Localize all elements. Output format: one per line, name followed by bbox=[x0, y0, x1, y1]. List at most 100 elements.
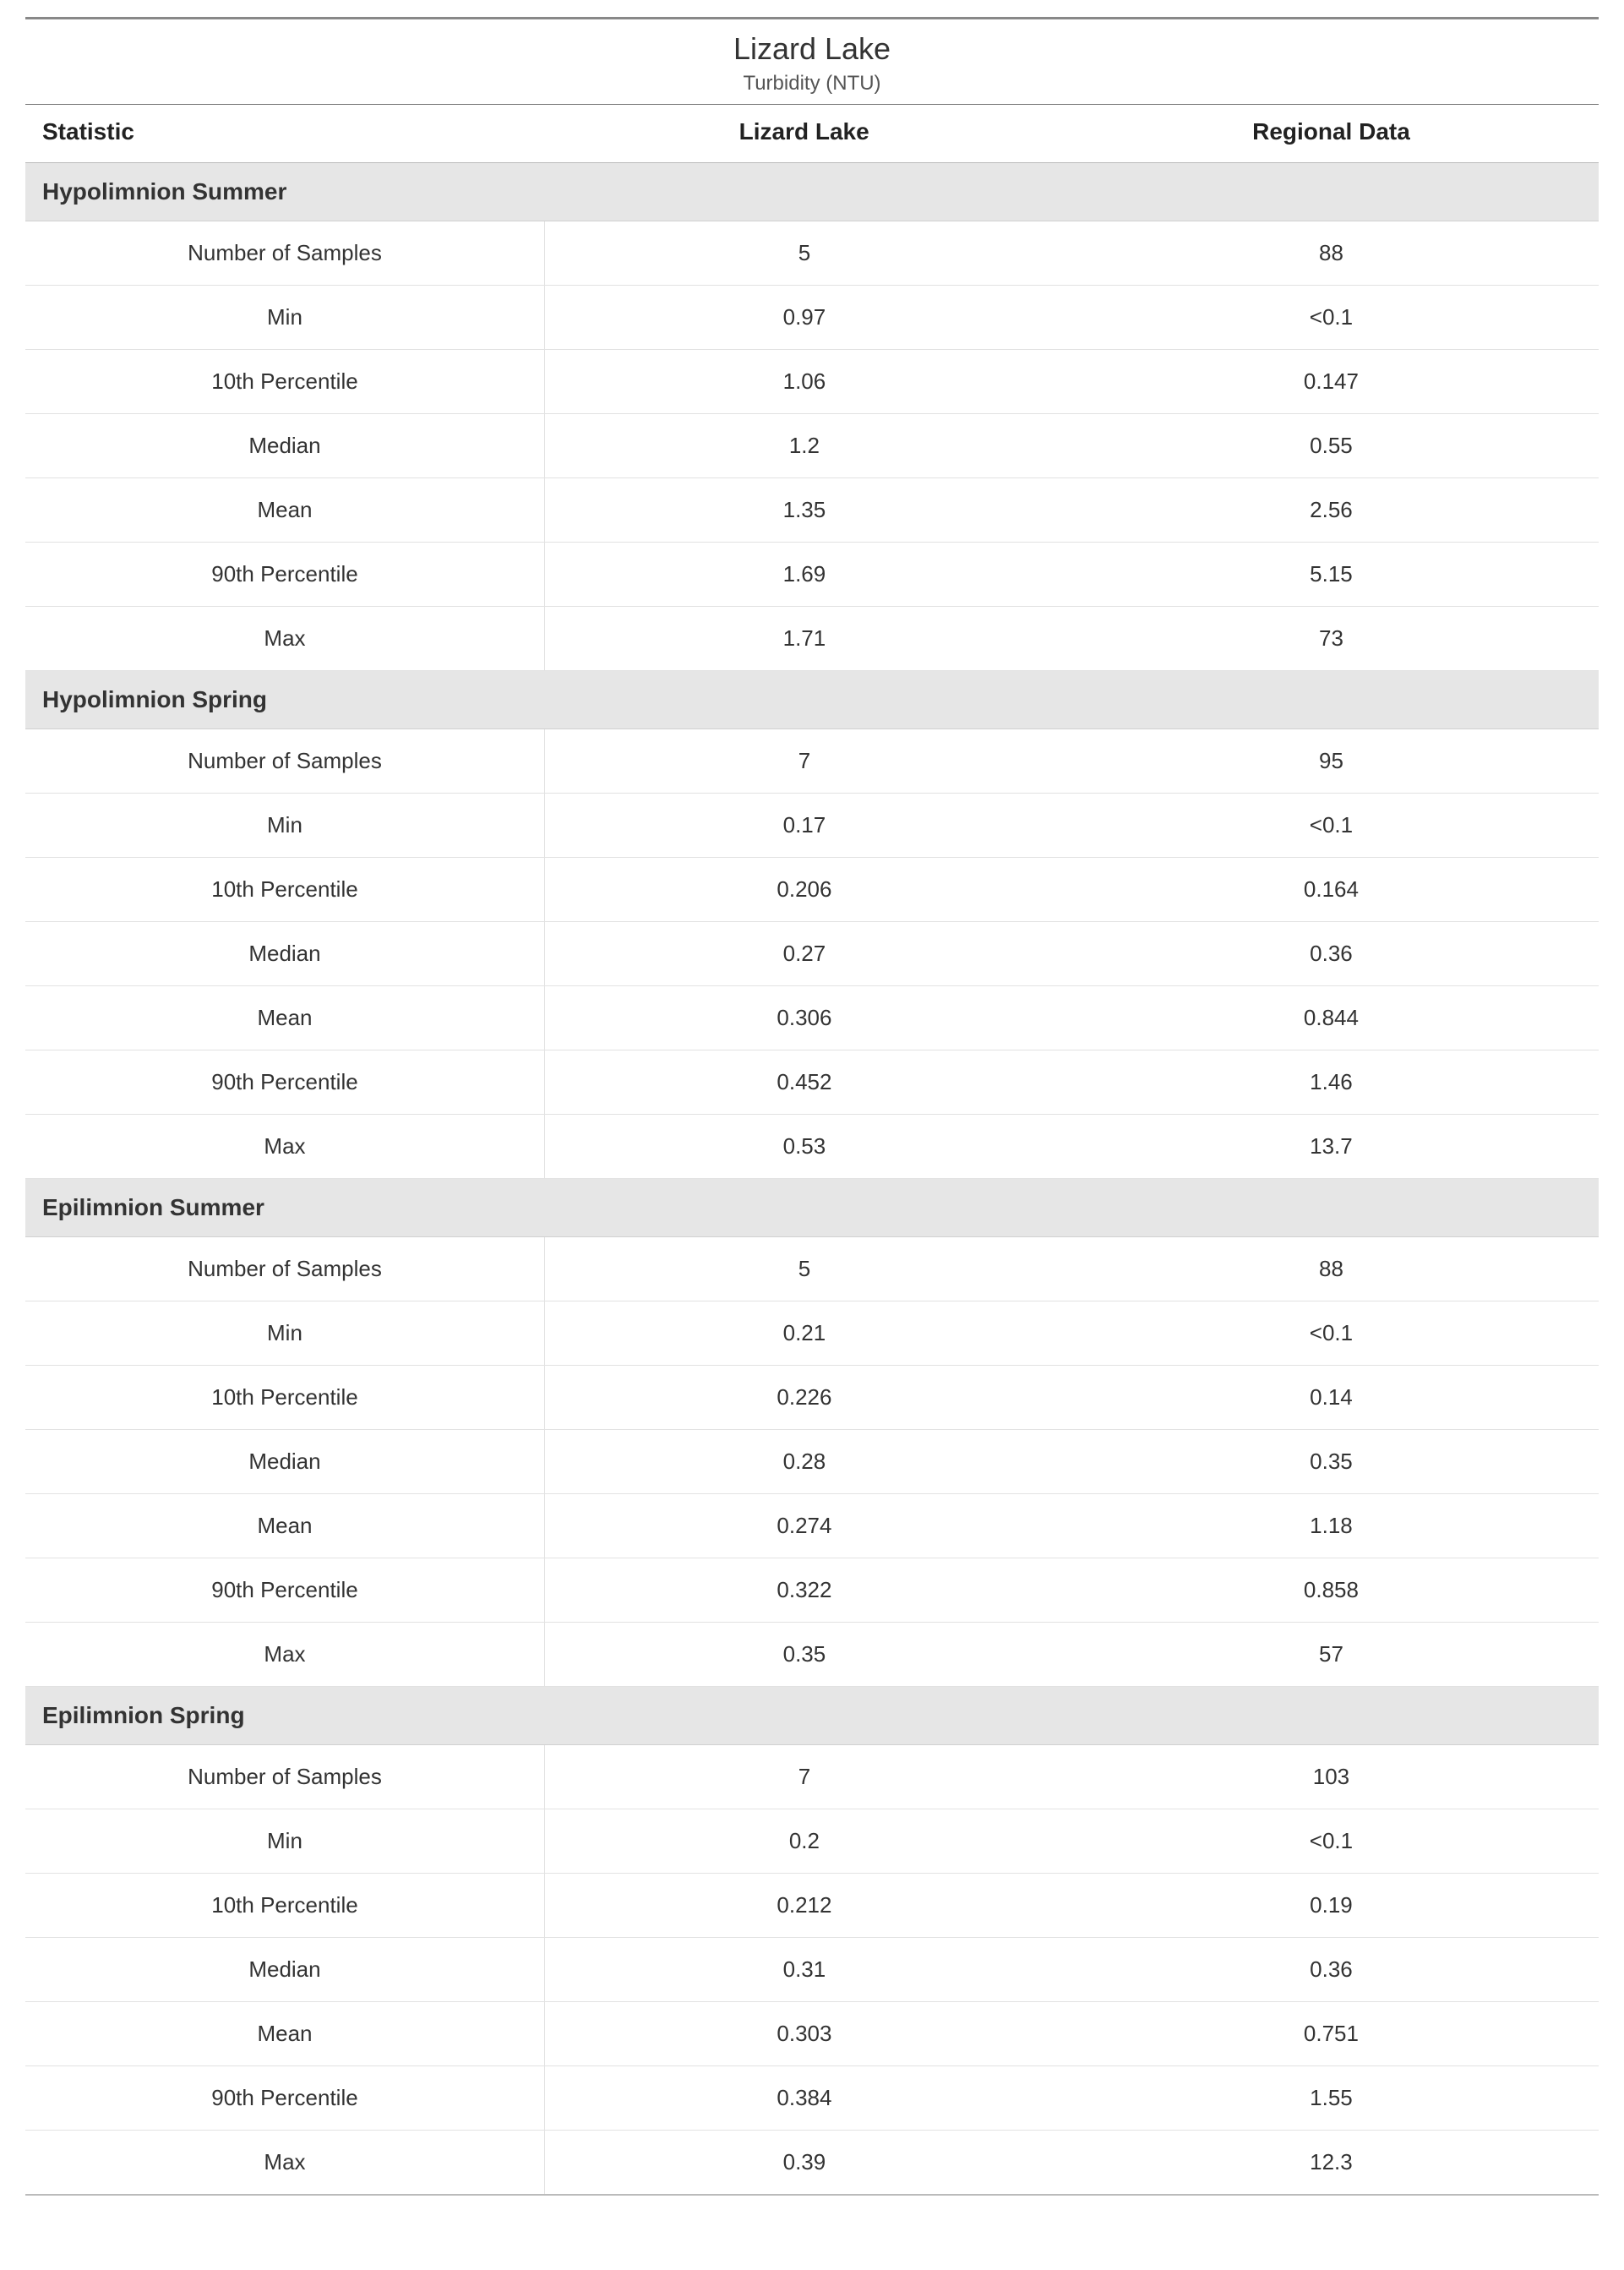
value-regional: 103 bbox=[1064, 1745, 1599, 1809]
table-row: Max0.5313.7 bbox=[25, 1115, 1599, 1179]
table-row: Number of Samples795 bbox=[25, 729, 1599, 794]
col-statistic: Statistic bbox=[25, 105, 544, 163]
report-subtitle: Turbidity (NTU) bbox=[25, 72, 1599, 95]
stat-name: Max bbox=[25, 607, 544, 671]
table-row: Median1.20.55 bbox=[25, 414, 1599, 478]
table-row: 90th Percentile0.4521.46 bbox=[25, 1050, 1599, 1115]
value-regional: 5.15 bbox=[1064, 543, 1599, 607]
table-row: 90th Percentile1.695.15 bbox=[25, 543, 1599, 607]
table-body: Hypolimnion SummerNumber of Samples588Mi… bbox=[25, 163, 1599, 2196]
stat-name: 10th Percentile bbox=[25, 1874, 544, 1938]
value-lizard-lake: 0.384 bbox=[544, 2066, 1063, 2131]
table-row: Min0.17<0.1 bbox=[25, 794, 1599, 858]
value-lizard-lake: 0.17 bbox=[544, 794, 1063, 858]
table-row: Max1.7173 bbox=[25, 607, 1599, 671]
stat-name: Number of Samples bbox=[25, 729, 544, 794]
value-regional: 88 bbox=[1064, 1237, 1599, 1301]
table-row: Min0.21<0.1 bbox=[25, 1301, 1599, 1366]
table-row: Number of Samples588 bbox=[25, 221, 1599, 286]
section-name: Epilimnion Summer bbox=[25, 1179, 1599, 1237]
stat-name: Median bbox=[25, 1430, 544, 1494]
value-lizard-lake: 0.28 bbox=[544, 1430, 1063, 1494]
stat-name: 10th Percentile bbox=[25, 350, 544, 414]
value-lizard-lake: 0.306 bbox=[544, 986, 1063, 1050]
value-lizard-lake: 0.21 bbox=[544, 1301, 1063, 1366]
table-row: Number of Samples7103 bbox=[25, 1745, 1599, 1809]
value-regional: 57 bbox=[1064, 1623, 1599, 1687]
value-lizard-lake: 0.27 bbox=[544, 922, 1063, 986]
section-header: Epilimnion Spring bbox=[25, 1687, 1599, 1745]
table-row: Min0.97<0.1 bbox=[25, 286, 1599, 350]
stat-name: Mean bbox=[25, 1494, 544, 1558]
value-lizard-lake: 0.274 bbox=[544, 1494, 1063, 1558]
value-lizard-lake: 1.2 bbox=[544, 414, 1063, 478]
table-row: Median0.280.35 bbox=[25, 1430, 1599, 1494]
stat-name: 90th Percentile bbox=[25, 543, 544, 607]
stat-name: Median bbox=[25, 922, 544, 986]
value-regional: 0.35 bbox=[1064, 1430, 1599, 1494]
stat-name: Median bbox=[25, 1938, 544, 2002]
value-regional: 73 bbox=[1064, 607, 1599, 671]
value-regional: 95 bbox=[1064, 729, 1599, 794]
value-regional: 0.844 bbox=[1064, 986, 1599, 1050]
value-lizard-lake: 0.206 bbox=[544, 858, 1063, 922]
report-container: Lizard Lake Turbidity (NTU) Statistic Li… bbox=[0, 0, 1624, 2213]
value-lizard-lake: 1.71 bbox=[544, 607, 1063, 671]
value-lizard-lake: 1.06 bbox=[544, 350, 1063, 414]
stat-name: Number of Samples bbox=[25, 221, 544, 286]
table-row: Median0.270.36 bbox=[25, 922, 1599, 986]
stat-name: Min bbox=[25, 1809, 544, 1874]
stat-name: Min bbox=[25, 1301, 544, 1366]
value-regional: <0.1 bbox=[1064, 1301, 1599, 1366]
stat-name: Min bbox=[25, 794, 544, 858]
value-lizard-lake: 0.31 bbox=[544, 1938, 1063, 2002]
value-regional: 0.751 bbox=[1064, 2002, 1599, 2066]
table-row: 10th Percentile1.060.147 bbox=[25, 350, 1599, 414]
table-row: 10th Percentile0.2260.14 bbox=[25, 1366, 1599, 1430]
value-regional: 0.55 bbox=[1064, 414, 1599, 478]
value-lizard-lake: 5 bbox=[544, 1237, 1063, 1301]
col-regional-data: Regional Data bbox=[1064, 105, 1599, 163]
value-regional: 0.14 bbox=[1064, 1366, 1599, 1430]
value-regional: 1.18 bbox=[1064, 1494, 1599, 1558]
value-lizard-lake: 0.53 bbox=[544, 1115, 1063, 1179]
value-regional: 2.56 bbox=[1064, 478, 1599, 543]
table-row: Number of Samples588 bbox=[25, 1237, 1599, 1301]
stat-name: Number of Samples bbox=[25, 1237, 544, 1301]
value-lizard-lake: 0.226 bbox=[544, 1366, 1063, 1430]
section-name: Epilimnion Spring bbox=[25, 1687, 1599, 1745]
value-lizard-lake: 0.97 bbox=[544, 286, 1063, 350]
value-regional: 88 bbox=[1064, 221, 1599, 286]
stat-name: Mean bbox=[25, 2002, 544, 2066]
table-row: Mean0.3060.844 bbox=[25, 986, 1599, 1050]
table-row: Max0.3912.3 bbox=[25, 2131, 1599, 2196]
value-lizard-lake: 0.212 bbox=[544, 1874, 1063, 1938]
value-regional: 12.3 bbox=[1064, 2131, 1599, 2196]
statistics-table: Statistic Lizard Lake Regional Data Hypo… bbox=[25, 104, 1599, 2196]
value-regional: 0.36 bbox=[1064, 1938, 1599, 2002]
value-lizard-lake: 0.39 bbox=[544, 2131, 1063, 2196]
value-lizard-lake: 0.2 bbox=[544, 1809, 1063, 1874]
section-header: Hypolimnion Spring bbox=[25, 671, 1599, 729]
value-lizard-lake: 0.452 bbox=[544, 1050, 1063, 1115]
value-regional: 0.147 bbox=[1064, 350, 1599, 414]
value-regional: <0.1 bbox=[1064, 286, 1599, 350]
value-regional: <0.1 bbox=[1064, 1809, 1599, 1874]
section-name: Hypolimnion Spring bbox=[25, 671, 1599, 729]
stat-name: 90th Percentile bbox=[25, 1050, 544, 1115]
value-regional: <0.1 bbox=[1064, 794, 1599, 858]
stat-name: Max bbox=[25, 1623, 544, 1687]
value-lizard-lake: 7 bbox=[544, 729, 1063, 794]
stat-name: 10th Percentile bbox=[25, 858, 544, 922]
stat-name: Max bbox=[25, 2131, 544, 2196]
section-name: Hypolimnion Summer bbox=[25, 163, 1599, 221]
report-title: Lizard Lake bbox=[25, 31, 1599, 67]
value-lizard-lake: 1.35 bbox=[544, 478, 1063, 543]
stat-name: Number of Samples bbox=[25, 1745, 544, 1809]
table-row: Median0.310.36 bbox=[25, 1938, 1599, 2002]
table-row: Mean1.352.56 bbox=[25, 478, 1599, 543]
table-row: Max0.3557 bbox=[25, 1623, 1599, 1687]
stat-name: 90th Percentile bbox=[25, 2066, 544, 2131]
value-lizard-lake: 1.69 bbox=[544, 543, 1063, 607]
table-row: 10th Percentile0.2120.19 bbox=[25, 1874, 1599, 1938]
